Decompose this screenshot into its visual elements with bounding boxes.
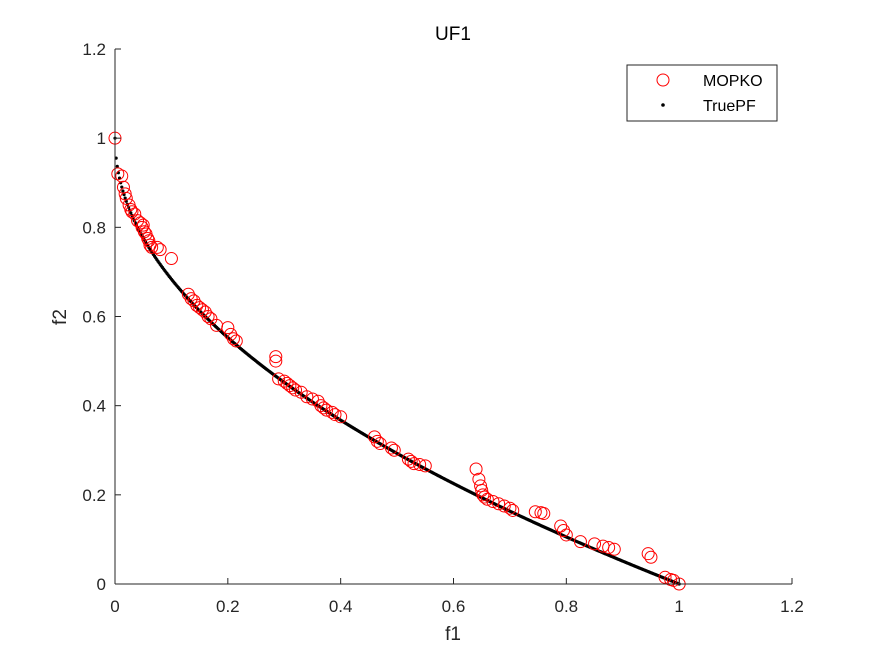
- mopko-point: [201, 310, 215, 323]
- x-axis-ticks: 0 0.2 0.4 0.6 0.8 1 1.2: [110, 578, 804, 616]
- mopko-point: [373, 437, 387, 451]
- mopko-point: [289, 383, 303, 397]
- truepf-point: [122, 193, 126, 197]
- mopko-point: [384, 441, 398, 455]
- mopko-point: [221, 321, 235, 335]
- y-tick-label: 0.6: [82, 308, 106, 327]
- x-tick-label: 0.6: [442, 597, 466, 616]
- mopko-point: [124, 203, 138, 216]
- mopko-point: [404, 454, 418, 468]
- mopko-point: [476, 488, 490, 502]
- y-tick-label: 0.2: [82, 486, 106, 505]
- mopko-point: [269, 354, 283, 368]
- mopko-point: [317, 401, 331, 415]
- mopko-point: [497, 499, 511, 513]
- y-tick-label: 0: [97, 575, 106, 594]
- mopko-series: [108, 131, 686, 591]
- y-tick-label: 1: [97, 129, 106, 148]
- mopko-point: [641, 547, 655, 561]
- plot-area: [115, 49, 792, 584]
- mopko-point: [111, 167, 125, 181]
- mopko-point: [588, 537, 602, 551]
- mopko-point: [320, 403, 334, 417]
- mopko-point: [136, 218, 150, 232]
- x-tick-label: 0: [110, 597, 119, 616]
- mopko-point: [478, 490, 492, 504]
- x-tick-label: 1: [674, 597, 683, 616]
- mopko-point: [387, 443, 401, 457]
- mopko-point: [559, 528, 573, 542]
- mopko-point: [164, 252, 178, 266]
- mopko-point: [492, 497, 506, 511]
- mopko-point: [119, 191, 133, 205]
- mopko-point: [300, 390, 314, 404]
- mopko-point: [269, 350, 283, 364]
- legend-box: [626, 64, 778, 122]
- y-tick-label: 1.2: [82, 40, 106, 59]
- mopko-point: [528, 505, 542, 519]
- mopko-point: [557, 524, 571, 537]
- legend-mopko-marker: [656, 73, 670, 87]
- mopko-point: [272, 372, 286, 386]
- y-tick-label: 0.4: [82, 397, 106, 416]
- y-axis-title: f2: [50, 309, 71, 325]
- legend-truepf-label: TruePF: [703, 98, 756, 115]
- mopko-point: [537, 507, 551, 521]
- mopko-point: [658, 570, 672, 584]
- chart-title: UF1: [435, 24, 471, 45]
- y-axis-ticks: 0 0.2 0.4 0.6 0.8 1 1.2: [82, 40, 121, 594]
- mopko-point: [328, 408, 342, 422]
- mopko-point: [325, 405, 339, 419]
- legend-truepf-marker: [661, 103, 665, 107]
- mopko-point: [150, 240, 164, 254]
- mopko-point: [413, 458, 427, 472]
- mopko-point: [115, 169, 129, 183]
- mopko-point: [644, 550, 658, 564]
- x-axis-title: f1: [445, 624, 461, 645]
- mopko-point: [486, 495, 500, 509]
- x-tick-label: 0.2: [216, 597, 240, 616]
- mopko-point: [334, 410, 348, 424]
- truepf-point: [129, 211, 133, 215]
- x-tick-label: 1.2: [780, 597, 804, 616]
- legend-mopko-label: MOPKO: [703, 73, 763, 90]
- mopko-point: [506, 503, 520, 517]
- mopko-point: [418, 459, 432, 473]
- legend: MOPKO TruePF: [626, 64, 778, 122]
- mopko-point: [607, 542, 621, 556]
- x-tick-label: 0.4: [329, 597, 353, 616]
- mopko-point: [153, 243, 167, 257]
- truepf-point: [123, 196, 127, 200]
- y-tick-label: 0.8: [82, 218, 106, 237]
- mopko-point: [142, 234, 156, 248]
- mopko-point: [480, 492, 494, 506]
- mopko-point: [286, 381, 300, 395]
- mopko-point: [305, 392, 319, 406]
- mopko-point: [141, 231, 155, 245]
- mopko-point: [137, 225, 151, 239]
- truepf-point: [115, 164, 119, 168]
- mopko-point: [573, 535, 587, 549]
- mopko-point: [503, 501, 517, 515]
- truepf-point: [120, 185, 124, 189]
- mopko-point: [370, 434, 384, 448]
- mopko-point: [145, 240, 159, 254]
- mopko-point: [469, 462, 483, 476]
- mopko-point: [229, 334, 243, 348]
- truepf-point: [121, 189, 125, 193]
- mopko-point: [226, 332, 240, 346]
- mopko-point: [602, 540, 616, 554]
- x-tick-label: 0.8: [555, 597, 579, 616]
